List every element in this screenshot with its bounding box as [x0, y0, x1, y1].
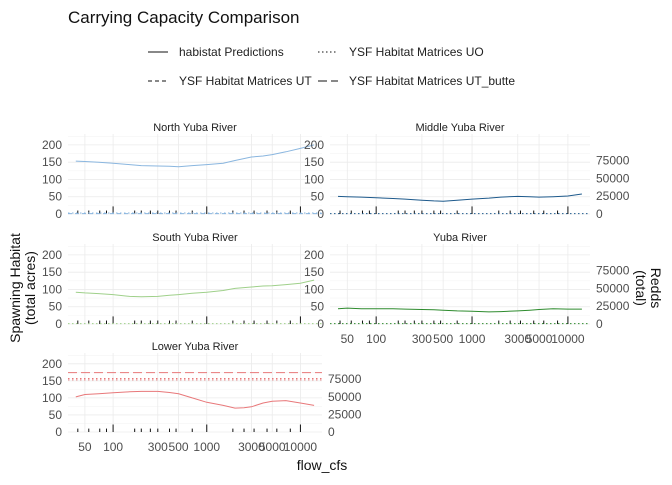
legend-label-1: YSF Habitat Matrices UO — [349, 45, 484, 59]
x-tick-label: 500 — [169, 440, 189, 454]
y-tick-label-left: 100 — [42, 282, 62, 296]
y-tick-label-left: 100 — [42, 391, 62, 405]
series-line — [75, 279, 315, 298]
series-line — [75, 144, 315, 168]
y-tick-label-right: 75000 — [596, 153, 630, 167]
y-tick-label-left: 100 — [304, 172, 324, 186]
x-tick-label: 100 — [366, 332, 386, 346]
panel-title-1: Middle Yuba River — [415, 122, 504, 134]
y-tick-label-left: 50 — [311, 190, 325, 204]
y-tick-label-left: 50 — [311, 300, 325, 314]
series-line — [337, 193, 582, 202]
x-tick-label: 300 — [412, 332, 432, 346]
x-axis-label: flow_cfs — [297, 457, 348, 473]
x-tick-label: 10000 — [284, 440, 318, 454]
series-line — [337, 307, 582, 313]
y-tick-label-left: 100 — [304, 282, 324, 296]
y-tick-label-left: 150 — [42, 155, 62, 169]
y-tick-label-right: 75000 — [328, 372, 362, 386]
legend-label-3: YSF Habitat Matrices UT_butte — [349, 74, 515, 88]
y-tick-label-right: 50000 — [328, 390, 362, 404]
legend: habistat Predictions YSF Habitat Matrices… — [148, 45, 515, 88]
y-tick-label-left: 100 — [42, 172, 62, 186]
panel-title-4: Lower Yuba River — [152, 341, 239, 353]
x-tick-label: 3000 — [504, 332, 531, 346]
y-tick-label-left: 50 — [49, 190, 63, 204]
series-line — [75, 390, 315, 409]
y-tick-label-left: 200 — [42, 248, 62, 262]
y-tick-label-right: 50000 — [596, 281, 630, 295]
y-tick-label-right: 50000 — [596, 171, 630, 185]
y-tick-label-left: 0 — [317, 207, 324, 221]
y-tick-label-right: 75000 — [596, 263, 630, 277]
y-tick-label-left: 200 — [42, 138, 62, 152]
x-tick-label: 5000 — [259, 440, 286, 454]
legend-label-0: habistat Predictions — [179, 45, 284, 59]
y-tick-label-left: 0 — [317, 317, 324, 331]
y-tick-label-left: 200 — [304, 138, 324, 152]
y-tick-label-right: 25000 — [596, 189, 630, 203]
y-tick-label-left: 150 — [42, 374, 62, 388]
x-tick-label: 1000 — [459, 332, 486, 346]
y-tick-label-left: 200 — [304, 248, 324, 262]
y-tick-label-left: 150 — [304, 265, 324, 279]
panel-2: South Yuba River 0 50 100 150 200 — [42, 232, 322, 331]
y-tick-label-right: 25000 — [328, 407, 362, 421]
x-tick-label: 50 — [78, 440, 92, 454]
legend-label-2: YSF Habitat Matrices UT — [179, 74, 312, 88]
y-tick-label-left: 150 — [42, 265, 62, 279]
y-tick-label-right: 0 — [596, 317, 603, 331]
panel-1: Middle Yuba River 0 50 100 150 200 0 25000 50000… — [304, 122, 630, 221]
y-tick-label-right: 25000 — [596, 299, 630, 313]
y-axis-label-left-line: (total acres) — [22, 251, 38, 325]
y-tick-label-left: 0 — [55, 207, 62, 221]
x-tick-label: 1000 — [193, 440, 220, 454]
x-tick-label: 5000 — [526, 332, 553, 346]
x-tick-label: 50 — [341, 332, 355, 346]
y-axis-label-right-line: (total) — [633, 270, 649, 306]
x-tick-label: 3000 — [238, 440, 265, 454]
y-tick-label-right: 0 — [328, 425, 335, 439]
chart-title: Carrying Capacity Comparison — [68, 8, 299, 27]
y-tick-label-left: 0 — [55, 425, 62, 439]
y-tick-label-left: 0 — [55, 317, 62, 331]
x-tick-label: 300 — [148, 440, 168, 454]
y-axis-label-right: Redds(total) — [633, 268, 664, 308]
panel-title-2: South Yuba River — [152, 232, 238, 244]
panel-title-0: North Yuba River — [153, 122, 237, 134]
x-tick-label: 500 — [433, 332, 453, 346]
y-tick-label-left: 50 — [49, 300, 63, 314]
y-axis-label-left: Spawning Habitat (total acres) — [7, 233, 38, 343]
panel-3: Yuba River 0 50 100 150 200 0 25000 50000 75000 50… — [304, 232, 630, 346]
x-tick-label: 10000 — [551, 332, 585, 346]
y-axis-label-right-line: Redds — [648, 268, 664, 308]
panel-title-3: Yuba River — [433, 232, 487, 244]
panel-0: North Yuba River 0 50 100 150 200 — [42, 122, 322, 221]
y-tick-label-left: 50 — [49, 408, 63, 422]
panel-4: Lower Yuba River 0 50 100 150 200 0 25000 50000 7… — [42, 341, 362, 454]
y-tick-label-right: 0 — [596, 207, 603, 221]
y-axis-label-left-line: Spawning Habitat — [7, 233, 23, 343]
y-tick-label-left: 200 — [42, 357, 62, 371]
y-tick-label-left: 150 — [304, 155, 324, 169]
x-tick-label: 100 — [103, 440, 123, 454]
